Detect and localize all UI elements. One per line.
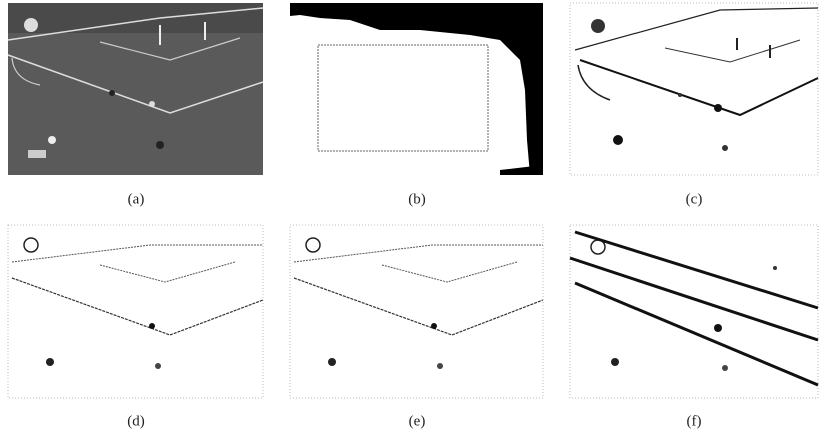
image-c [570,3,818,175]
caption: (d) [127,413,145,429]
image-b [290,3,543,175]
caption: (b) [408,191,426,207]
image-e [290,225,543,398]
image-a [8,3,263,175]
caption: (a) [128,191,145,207]
caption: (c) [686,191,703,207]
figure: (a) (b) (c) (d) (e) (f) [0,0,819,436]
caption: (e) [409,413,426,429]
image-d [8,225,263,398]
caption: (f) [687,413,702,429]
page: {"panels": [{"caption": "(a)"}, {"captio… [0,0,819,436]
image-f [570,225,818,398]
